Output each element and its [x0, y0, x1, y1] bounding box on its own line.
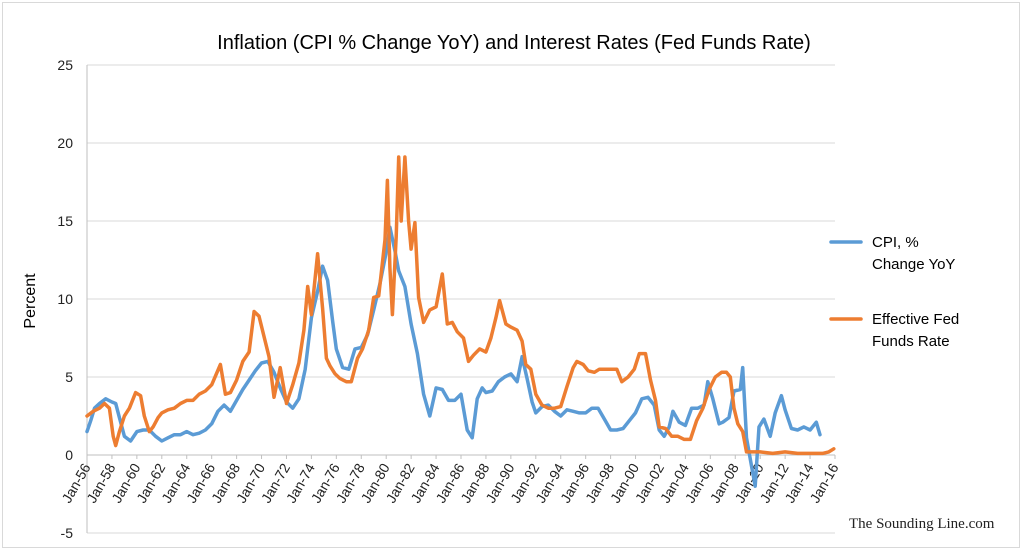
y-tick-label: 20	[57, 135, 73, 151]
watermark-text: The Sounding Line.com	[849, 516, 995, 532]
legend-cpi-label-line2: Change YoY	[872, 256, 955, 273]
y-tick-label: 5	[65, 369, 73, 385]
cpi-series-line	[85, 225, 822, 488]
y-tick-label: 10	[57, 291, 73, 307]
chart-title: Inflation (CPI % Change YoY) and Interes…	[217, 32, 811, 54]
legend-fed-label-line1: Effective Fed	[872, 311, 959, 328]
x-tick-labels: Jan-56Jan-58Jan-60Jan-62Jan-64Jan-66Jan-…	[58, 455, 842, 506]
y-tick-label: 15	[57, 213, 73, 229]
y-tick-label: 25	[57, 57, 73, 73]
y-tick-label: 0	[65, 447, 73, 463]
y-tick-label: -5	[61, 525, 74, 541]
y-axis-label: Percent	[22, 273, 39, 329]
chart-svg: Inflation (CPI % Change YoY) and Interes…	[22, 32, 995, 541]
grid-lines	[86, 64, 835, 534]
fed-funds-series-line	[85, 155, 836, 456]
legend-cpi-label-line1: CPI, %	[872, 234, 919, 251]
series-lines	[85, 155, 836, 488]
y-tick-labels: -5 0 5 10 15 20 25	[57, 57, 73, 541]
legend: CPI, % Change YoY Effective Fed Funds Ra…	[829, 234, 959, 350]
legend-fed-label-line2: Funds Rate	[872, 333, 950, 350]
chart-frame: Inflation (CPI % Change YoY) and Interes…	[2, 2, 1020, 548]
